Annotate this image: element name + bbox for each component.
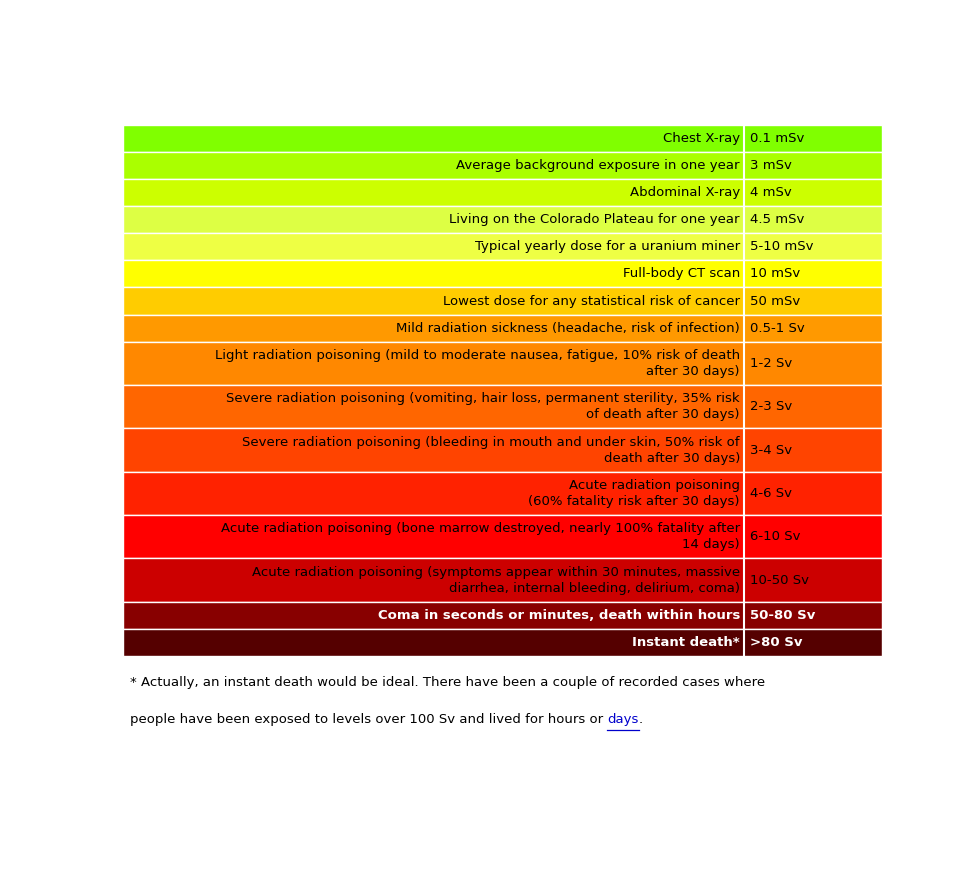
Bar xyxy=(122,233,882,260)
Text: Acute radiation poisoning (symptoms appear within 30 minutes, massive
diarrhea, : Acute radiation poisoning (symptoms appe… xyxy=(252,566,740,595)
Text: .: . xyxy=(639,713,643,726)
Text: Severe radiation poisoning (bleeding in mouth and under skin, 50% risk of
death : Severe radiation poisoning (bleeding in … xyxy=(242,436,740,464)
Bar xyxy=(122,629,882,656)
Bar xyxy=(122,152,882,179)
Text: people have been exposed to levels over 100 Sv and lived for hours or: people have been exposed to levels over … xyxy=(130,713,608,726)
Text: Acute radiation poisoning
(60% fatality risk after 30 days): Acute radiation poisoning (60% fatality … xyxy=(528,479,740,508)
Text: 0.1 mSv: 0.1 mSv xyxy=(750,132,805,145)
Bar xyxy=(122,429,882,471)
Text: 3 mSv: 3 mSv xyxy=(750,159,792,172)
Text: 2-3 Sv: 2-3 Sv xyxy=(750,400,792,413)
Bar xyxy=(122,515,882,559)
Text: Average background exposure in one year: Average background exposure in one year xyxy=(457,159,740,172)
Text: Severe radiation poisoning (vomiting, hair loss, permanent sterility, 35% risk
o: Severe radiation poisoning (vomiting, ha… xyxy=(226,392,740,421)
Text: Instant death*: Instant death* xyxy=(632,636,740,649)
Bar xyxy=(122,559,882,601)
Text: Acute radiation poisoning (bone marrow destroyed, nearly 100% fatality after
14 : Acute radiation poisoning (bone marrow d… xyxy=(220,522,740,551)
Text: Living on the Colorado Plateau for one year: Living on the Colorado Plateau for one y… xyxy=(450,213,740,226)
Text: Mild radiation sickness (headache, risk of infection): Mild radiation sickness (headache, risk … xyxy=(396,321,740,334)
Text: 6-10 Sv: 6-10 Sv xyxy=(750,530,801,543)
Text: Chest X-ray: Chest X-ray xyxy=(662,132,740,145)
Text: >80 Sv: >80 Sv xyxy=(750,636,803,649)
Text: * Actually, an instant death would be ideal. There have been a couple of recorde: * Actually, an instant death would be id… xyxy=(130,676,765,689)
Text: 10 mSv: 10 mSv xyxy=(750,267,800,280)
Bar xyxy=(122,471,882,515)
Text: Lowest dose for any statistical risk of cancer: Lowest dose for any statistical risk of … xyxy=(443,294,740,307)
Text: 1-2 Sv: 1-2 Sv xyxy=(750,357,792,370)
Bar xyxy=(122,385,882,429)
Text: Light radiation poisoning (mild to moderate nausea, fatigue, 10% risk of death
a: Light radiation poisoning (mild to moder… xyxy=(215,349,740,378)
Text: 4.5 mSv: 4.5 mSv xyxy=(750,213,805,226)
Text: 3-4 Sv: 3-4 Sv xyxy=(750,443,792,457)
Text: 50 mSv: 50 mSv xyxy=(750,294,800,307)
Text: days: days xyxy=(608,713,639,726)
Text: Full-body CT scan: Full-body CT scan xyxy=(622,267,740,280)
Text: Abdominal X-ray: Abdominal X-ray xyxy=(630,186,740,199)
Bar xyxy=(122,206,882,233)
Bar xyxy=(122,125,882,152)
Bar xyxy=(122,314,882,341)
Text: Typical yearly dose for a uranium miner: Typical yearly dose for a uranium miner xyxy=(475,240,740,253)
Text: 5-10 mSv: 5-10 mSv xyxy=(750,240,813,253)
Bar xyxy=(122,260,882,287)
Text: Coma in seconds or minutes, death within hours: Coma in seconds or minutes, death within… xyxy=(377,608,740,622)
Text: 4 mSv: 4 mSv xyxy=(750,186,792,199)
Text: 4-6 Sv: 4-6 Sv xyxy=(750,487,792,500)
Bar xyxy=(122,601,882,629)
Text: 50-80 Sv: 50-80 Sv xyxy=(750,608,815,622)
Bar xyxy=(122,341,882,385)
Bar xyxy=(122,179,882,206)
Text: 0.5-1 Sv: 0.5-1 Sv xyxy=(750,321,805,334)
Bar xyxy=(122,287,882,314)
Text: 10-50 Sv: 10-50 Sv xyxy=(750,574,808,587)
